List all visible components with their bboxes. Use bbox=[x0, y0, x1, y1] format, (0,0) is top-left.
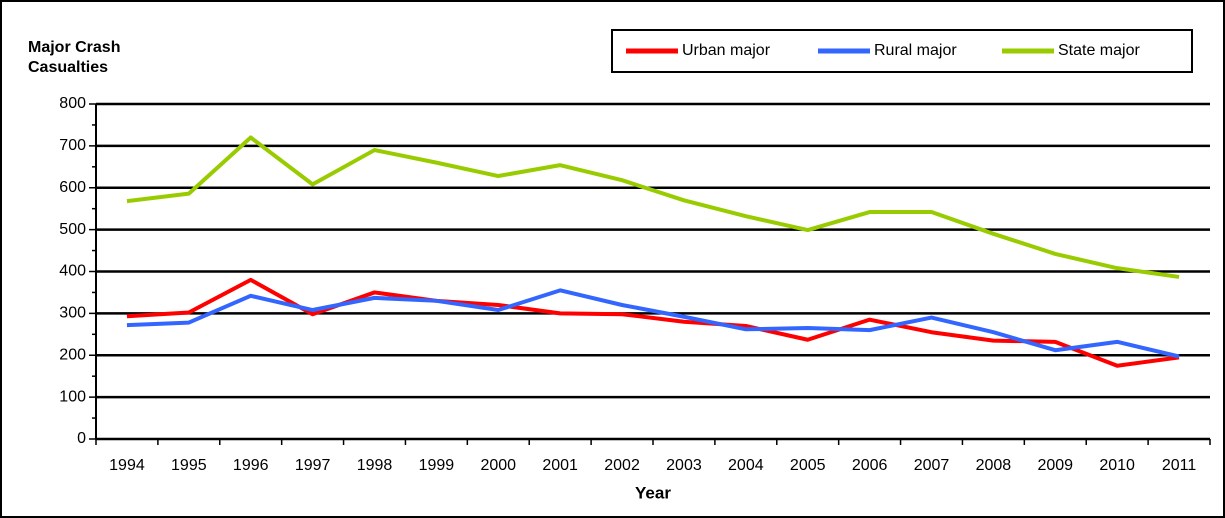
legend-box bbox=[611, 29, 1193, 73]
x-tick-label: 1998 bbox=[357, 457, 393, 474]
x-tick-label: 2008 bbox=[976, 457, 1012, 474]
x-tick-label: 2003 bbox=[666, 457, 702, 474]
x-tick-label: 2006 bbox=[852, 457, 888, 474]
y-tick-label: 100 bbox=[59, 388, 86, 405]
x-tick-label: 2005 bbox=[790, 457, 826, 474]
y-tick-label: 400 bbox=[59, 263, 86, 280]
x-tick-label: 2007 bbox=[914, 457, 950, 474]
x-tick-label: 2002 bbox=[604, 457, 640, 474]
data-line bbox=[126, 277, 1180, 368]
y-tick-label: 0 bbox=[77, 430, 86, 447]
x-tick-label: 2001 bbox=[542, 457, 578, 474]
x-tick-label: 2010 bbox=[1099, 457, 1135, 474]
y-tick-label: 600 bbox=[59, 179, 86, 196]
y-tick-label: 200 bbox=[59, 346, 86, 363]
x-tick-label: 2004 bbox=[728, 457, 764, 474]
x-tick-label: 1994 bbox=[109, 457, 145, 474]
y-tick-label: 700 bbox=[59, 137, 86, 154]
data-line bbox=[126, 135, 1180, 279]
x-tick-label: 2009 bbox=[1037, 457, 1073, 474]
x-tick-label: 1999 bbox=[419, 457, 455, 474]
x-tick-label: 2011 bbox=[1162, 457, 1197, 474]
y-tick-label: 300 bbox=[59, 305, 86, 322]
legend-label: State major bbox=[1058, 42, 1140, 59]
x-axis-label: Year bbox=[635, 483, 671, 502]
x-tick-label: 2000 bbox=[480, 457, 516, 474]
x-tick-label: 1995 bbox=[171, 457, 207, 474]
legend-label: Urban major bbox=[682, 42, 771, 59]
y-tick-label: 500 bbox=[59, 221, 86, 238]
y-tick-label: 800 bbox=[59, 95, 86, 112]
legend-label: Rural major bbox=[874, 42, 957, 59]
x-tick-label: 1996 bbox=[233, 457, 269, 474]
y-axis-label: Major Crash Casualties bbox=[28, 39, 121, 76]
data-line bbox=[126, 288, 1180, 359]
x-tick-label: 1997 bbox=[295, 457, 331, 474]
